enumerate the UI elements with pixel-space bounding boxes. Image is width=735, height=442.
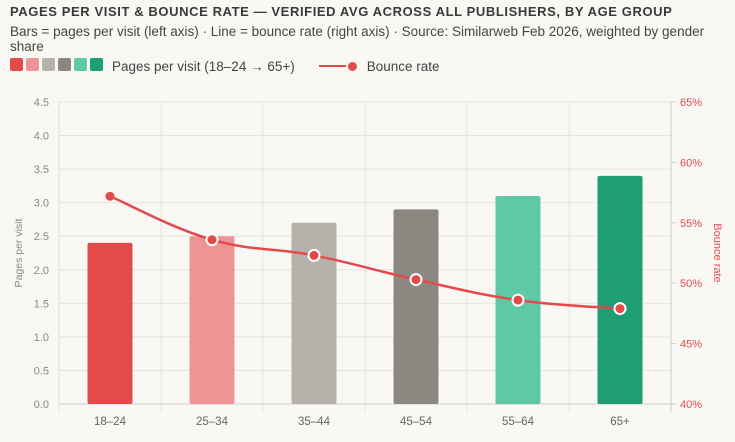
y2-tick-label: 55% bbox=[680, 218, 702, 230]
legend-swatch bbox=[90, 58, 103, 71]
bar-45–54 bbox=[393, 209, 439, 404]
legend-line-label: Bounce rate bbox=[366, 58, 440, 74]
legend-dot-marker bbox=[347, 61, 357, 71]
bounce-rate-point-45–54 bbox=[409, 273, 423, 287]
y-axis-label: Pages per visit bbox=[13, 218, 25, 287]
x-tick-label: 35–44 bbox=[298, 416, 331, 428]
legend-swatch bbox=[26, 58, 39, 71]
legend-line-marker bbox=[318, 65, 346, 67]
y-tick-label: 1.5 bbox=[34, 298, 49, 310]
bounce-rate-point-35–44 bbox=[307, 248, 321, 262]
y-tick-label: 3.0 bbox=[34, 198, 49, 210]
legend-swatch bbox=[74, 58, 87, 71]
legend-swatch bbox=[10, 58, 23, 71]
y2-tick-label: 45% bbox=[680, 339, 702, 351]
y-tick-label: 3.5 bbox=[34, 164, 49, 176]
y2-tick-label: 65% bbox=[680, 97, 702, 109]
y2-tick-label: 40% bbox=[680, 399, 702, 411]
legend-swatches bbox=[10, 58, 106, 74]
legend-swatch bbox=[42, 58, 55, 71]
bounce-rate-point-25–34 bbox=[205, 233, 219, 247]
x-tick-label: 65+ bbox=[610, 416, 630, 428]
x-tick-label: 45–54 bbox=[400, 416, 433, 428]
bounce-rate-point-55–64 bbox=[511, 293, 525, 307]
y-tick-label: 0.0 bbox=[34, 399, 49, 411]
bar-25–34 bbox=[189, 236, 235, 404]
y-tick-label: 0.5 bbox=[34, 365, 49, 377]
y-tick-label: 4.5 bbox=[34, 97, 49, 109]
chart-subtitle: Bars = pages per visit (left axis) · Lin… bbox=[10, 24, 705, 54]
legend-swatch bbox=[58, 58, 71, 71]
y2-tick-label: 60% bbox=[680, 157, 702, 169]
x-tick-label: 25–34 bbox=[196, 416, 229, 428]
x-tick-label: 55–64 bbox=[502, 416, 535, 428]
x-tick-label: 18–24 bbox=[94, 416, 127, 428]
y-tick-label: 4.0 bbox=[34, 131, 49, 143]
bounce-rate-point-18–24 bbox=[105, 191, 115, 201]
y2-tick-label: 50% bbox=[680, 278, 702, 290]
legend: Pages per visit (18–24 → 65+) Bounce rat… bbox=[10, 58, 440, 74]
bar-18–24 bbox=[87, 242, 133, 404]
chart-title: PAGES PER VISIT & BOUNCE RATE — VERIFIED… bbox=[10, 4, 673, 19]
bar-35–44 bbox=[291, 222, 337, 404]
bar-65+ bbox=[597, 175, 643, 404]
bounce-rate-point-65+ bbox=[613, 302, 627, 316]
y-tick-label: 2.0 bbox=[34, 265, 49, 277]
y-tick-label: 1.0 bbox=[34, 332, 49, 344]
y-tick-label: 2.5 bbox=[34, 231, 49, 243]
bounce-rate-line bbox=[109, 195, 621, 310]
legend-bars-label: Pages per visit (18–24 → 65+) bbox=[112, 58, 295, 74]
y2-axis-label: Bounce rate bbox=[711, 223, 723, 282]
